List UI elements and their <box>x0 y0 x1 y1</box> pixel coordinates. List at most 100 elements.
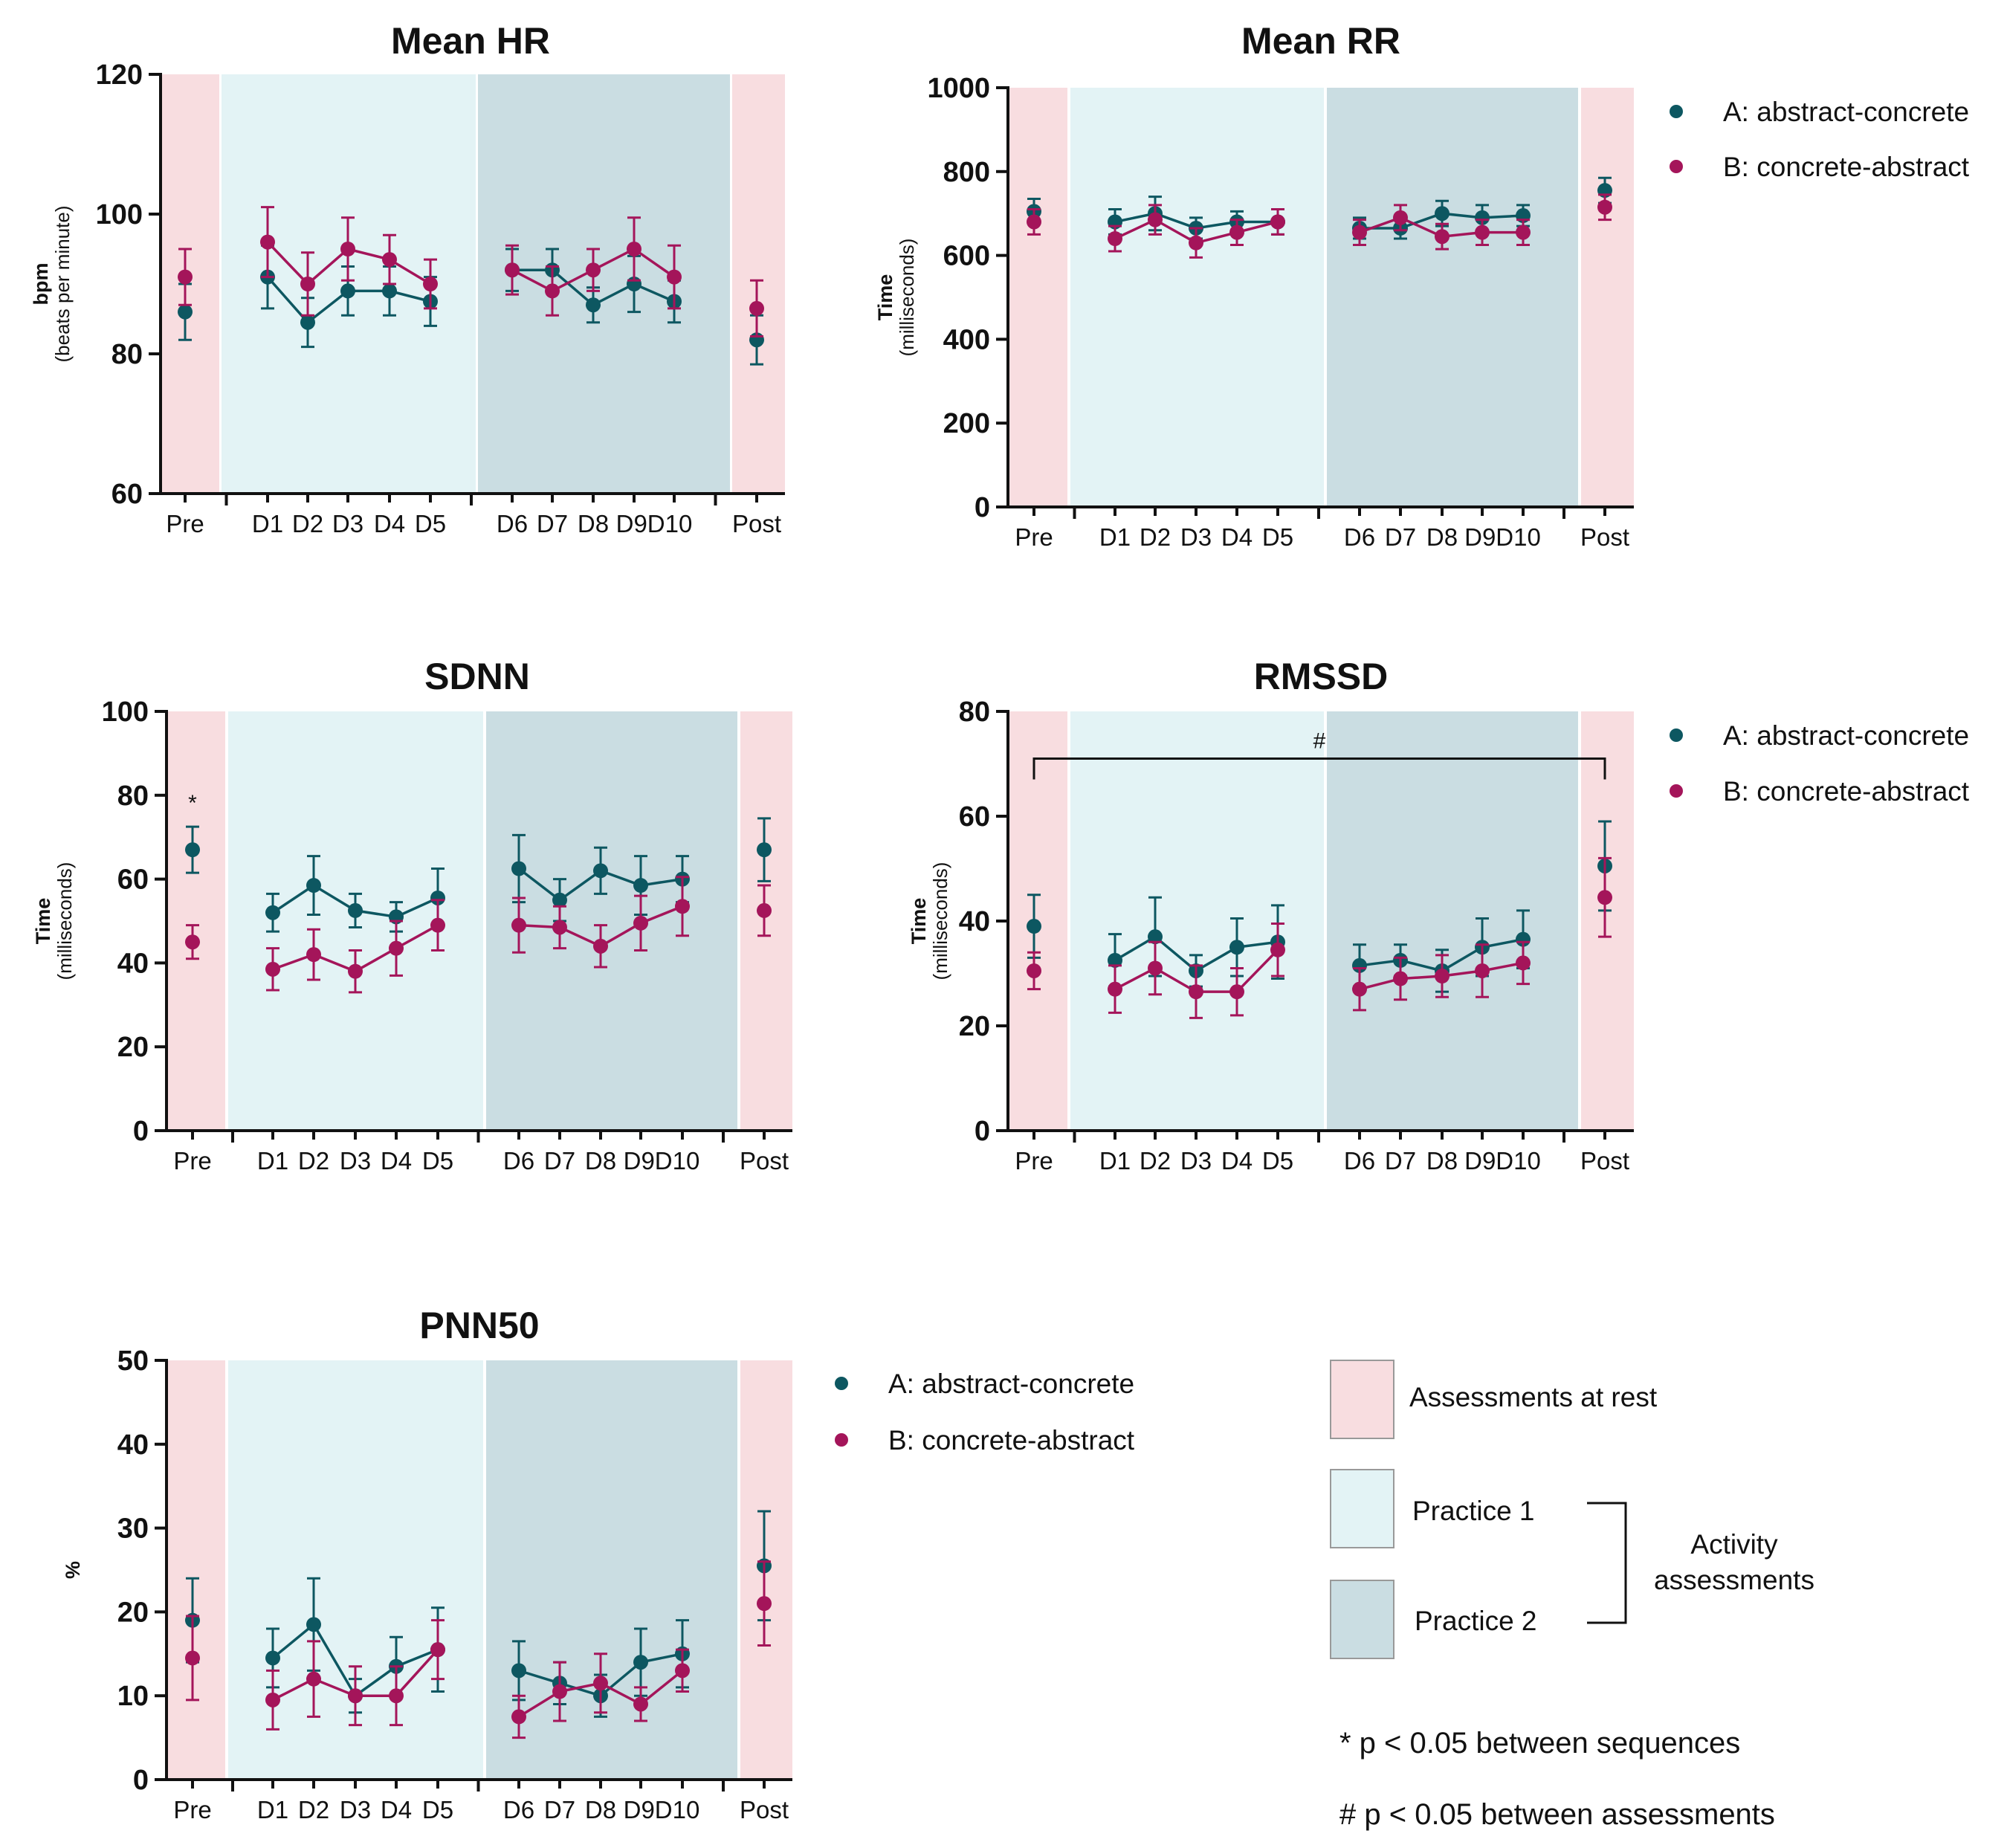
x-tick-label: D7 <box>537 510 568 537</box>
legend-label-series-a: A: abstract-concrete <box>1723 97 1969 127</box>
series-b-point <box>1475 224 1490 240</box>
series-b-point <box>1108 981 1122 997</box>
y-tick-label: 20 <box>117 1032 149 1063</box>
x-tick-label: D4 <box>1221 1147 1253 1175</box>
series-a-point <box>382 283 397 299</box>
legend-label-series-b: B: concrete-abstract <box>1723 776 1970 807</box>
series-b-point <box>348 1688 363 1704</box>
series-a-point <box>306 1617 321 1632</box>
y-axis-sublabel: (milliseconds) <box>896 239 918 357</box>
legend-marker-series-b <box>1670 784 1683 798</box>
y-tick-label: 0 <box>133 1765 149 1796</box>
x-tick-label: D8 <box>585 1796 616 1823</box>
chart-mean-rr: Mean RR Time (milliseconds) 0 200 400 600 800 10… <box>874 20 1634 551</box>
series-b-point <box>1108 231 1122 247</box>
series-b-point <box>1516 224 1531 240</box>
x-tick-label: D2 <box>292 510 323 537</box>
y-axis-label: Time <box>874 274 896 321</box>
y-tick-label: 120 <box>96 59 143 91</box>
series-a-point <box>593 863 608 879</box>
x-tick-label: D5 <box>1262 1147 1293 1175</box>
x-tick-label: D4 <box>1221 523 1253 551</box>
series-b-point <box>633 915 648 931</box>
x-tick-label: D9D10 <box>624 1147 700 1175</box>
x-tick-label: D2 <box>1140 523 1171 551</box>
series-b-point <box>430 1642 445 1658</box>
significance-bracket <box>1032 757 1606 780</box>
series-b-point <box>1352 224 1367 240</box>
y-axis-sublabel: (milliseconds) <box>54 862 76 980</box>
series-a-point <box>265 905 280 920</box>
series-legend-row2: A: abstract-concrete B: concrete-abstrac… <box>1670 720 1970 807</box>
series-a-point <box>1435 206 1450 222</box>
x-tick-label: D5 <box>422 1796 453 1823</box>
series-b-point <box>667 269 682 285</box>
x-tick-label: D8 <box>1426 523 1458 551</box>
series-a-point <box>348 902 363 918</box>
series-b-point <box>1270 214 1285 230</box>
y-tick-label: 60 <box>959 801 990 833</box>
y-tick-label: 10 <box>117 1681 149 1712</box>
legend-swatch-rest <box>1330 1360 1394 1439</box>
series-a-point <box>757 842 772 858</box>
series-a-point <box>340 283 355 299</box>
series-a-point <box>1229 940 1244 955</box>
x-tick-label: Post <box>1580 1147 1629 1175</box>
series-b-point <box>511 1709 526 1725</box>
chart-title: RMSSD <box>1254 656 1389 697</box>
chart-title: SDNN <box>424 656 530 697</box>
chart-pnn50: PNN50% 0 10 20 30 40 50 Pre D1 D2 D3 D4 D5 D6 D7 D8 D9D1… <box>62 1305 792 1823</box>
x-tick-label: D9D10 <box>616 510 693 537</box>
series-b-point <box>545 283 560 299</box>
series-a-point <box>633 1655 648 1670</box>
legend-swatch-practice1 <box>1330 1469 1394 1548</box>
series-b-point <box>1189 235 1203 251</box>
series-a-point <box>430 890 445 905</box>
series-a-point <box>633 878 648 894</box>
legend-label-series-b: B: concrete-abstract <box>888 1425 1135 1456</box>
y-tick-label: 600 <box>943 241 990 272</box>
series-b-point <box>1229 984 1244 1000</box>
series-b-point <box>389 1688 404 1704</box>
note-star: * p < 0.05 between sequences <box>1339 1727 1740 1760</box>
y-axis-sublabel: (beats per minute) <box>51 206 74 363</box>
band-rest-post <box>1581 711 1634 1131</box>
x-tick-label: D5 <box>1262 523 1293 551</box>
x-tick-label: D1 <box>257 1796 288 1823</box>
series-b-point <box>382 252 397 268</box>
series-b-point <box>185 1650 200 1666</box>
series-b-point <box>185 934 200 950</box>
series-b-point <box>265 1692 280 1708</box>
x-tick-label: D6 <box>1344 523 1375 551</box>
y-tick-label: 0 <box>975 1116 990 1147</box>
series-a-point <box>511 861 526 876</box>
x-tick-label: D5 <box>415 510 446 537</box>
x-tick-label: D4 <box>381 1796 412 1823</box>
chart-title: Mean RR <box>1241 20 1400 62</box>
x-tick-label: D1 <box>1099 523 1131 551</box>
x-tick-label: D1 <box>1099 1147 1131 1175</box>
y-tick-label: 100 <box>96 199 143 230</box>
x-tick-label: D9D10 <box>1464 1147 1541 1175</box>
series-b-point <box>593 938 608 954</box>
x-tick-label: D3 <box>340 1796 371 1823</box>
band-rest-pre <box>1008 88 1067 507</box>
y-tick-label: 40 <box>117 1429 149 1461</box>
x-tick-label: D1 <box>257 1147 288 1175</box>
series-b-point <box>1435 229 1450 245</box>
x-tick-label: D9D10 <box>624 1796 700 1823</box>
series-a-point <box>185 842 200 858</box>
x-tick-label: D1 <box>252 510 283 537</box>
x-tick-label: D2 <box>298 1796 329 1823</box>
chart-title: PNN50 <box>419 1305 539 1346</box>
series-b-point <box>1393 210 1408 225</box>
chart-sdnn: SDNN Time (milliseconds) 0 20 40 60 80 100 Pre D1 D… <box>32 656 792 1175</box>
series-b-point <box>1270 942 1285 957</box>
series-b-point <box>552 920 567 935</box>
band-rest-pre <box>167 1360 225 1780</box>
x-tick-label: D2 <box>298 1147 329 1175</box>
x-tick-label: D7 <box>1385 1147 1416 1175</box>
y-tick-label: 20 <box>117 1597 149 1628</box>
legend-label-series-b: B: concrete-abstract <box>1723 152 1970 182</box>
series-b-point <box>757 1596 772 1612</box>
